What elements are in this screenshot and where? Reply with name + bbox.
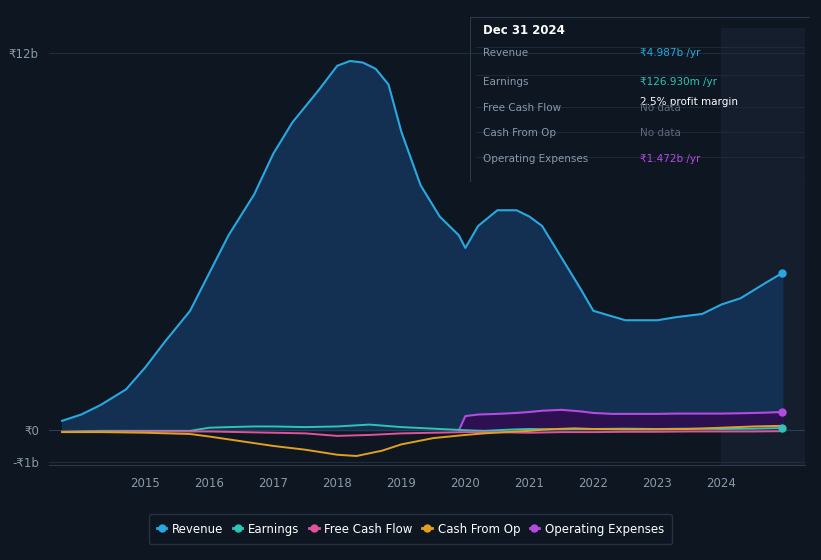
Text: No data: No data bbox=[640, 128, 681, 138]
Text: Dec 31 2024: Dec 31 2024 bbox=[484, 24, 565, 37]
Text: Free Cash Flow: Free Cash Flow bbox=[484, 104, 562, 114]
Text: Earnings: Earnings bbox=[484, 77, 529, 87]
Legend: Revenue, Earnings, Free Cash Flow, Cash From Op, Operating Expenses: Revenue, Earnings, Free Cash Flow, Cash … bbox=[149, 515, 672, 544]
Bar bbox=[722, 28, 805, 465]
Text: 2.5% profit margin: 2.5% profit margin bbox=[640, 97, 738, 107]
Text: ₹4.987b /yr: ₹4.987b /yr bbox=[640, 48, 700, 58]
Text: Operating Expenses: Operating Expenses bbox=[484, 154, 589, 164]
Text: ₹126.930m /yr: ₹126.930m /yr bbox=[640, 77, 717, 87]
Text: Revenue: Revenue bbox=[484, 48, 529, 58]
Text: ₹1.472b /yr: ₹1.472b /yr bbox=[640, 154, 700, 164]
Text: Cash From Op: Cash From Op bbox=[484, 128, 557, 138]
Text: No data: No data bbox=[640, 104, 681, 114]
